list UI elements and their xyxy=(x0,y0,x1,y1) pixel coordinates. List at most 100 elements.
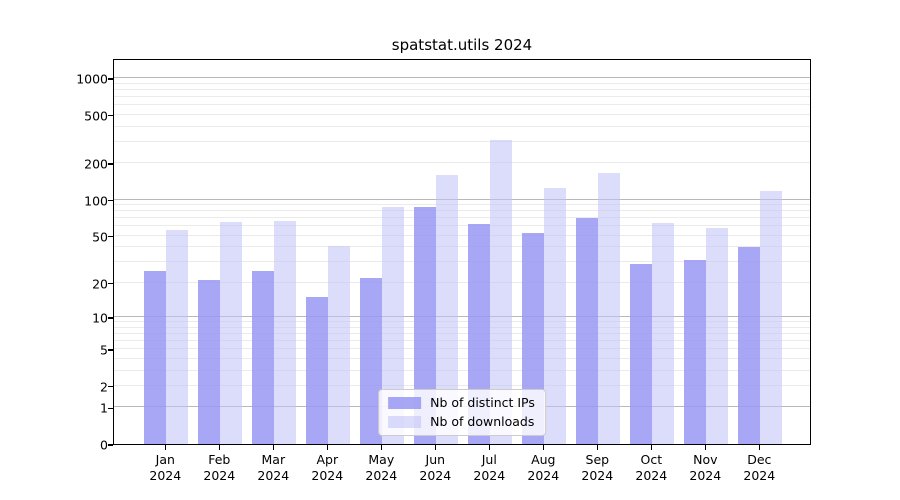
gridline-minor-6 xyxy=(114,339,810,341)
x-tick-mark-nov xyxy=(704,445,706,450)
gridline-minor-700 xyxy=(114,95,810,97)
x-tick-mark-may xyxy=(380,445,382,450)
bar-distinct-ips-jan xyxy=(144,271,167,444)
y-tick-mark-5 xyxy=(108,349,113,351)
gridline-minor-40 xyxy=(114,246,810,248)
bar-downloads-jul xyxy=(490,140,513,444)
x-tick-label-dec: Dec 2024 xyxy=(743,452,776,483)
bar-downloads-may xyxy=(382,206,405,444)
x-tick-mark-jan xyxy=(164,445,166,450)
bar-downloads-dec xyxy=(760,191,783,444)
bar-distinct-ips-jul xyxy=(468,223,491,444)
gridline-minor-500 xyxy=(114,113,810,115)
gridline-minor-7 xyxy=(114,332,810,334)
bar-downloads-apr xyxy=(328,246,351,444)
x-tick-label-aug: Aug 2024 xyxy=(527,452,560,483)
bar-distinct-ips-mar xyxy=(252,271,275,444)
bar-distinct-ips-feb xyxy=(198,280,221,444)
legend-swatch-downloads xyxy=(388,415,422,428)
gridline-minor-300 xyxy=(114,140,810,142)
y-tick-mark-500 xyxy=(108,115,113,117)
y-tick-mark-1000 xyxy=(108,78,113,80)
x-tick-mark-dec xyxy=(758,445,760,450)
gridline-minor-2 xyxy=(114,384,810,386)
y-tick-mark-100 xyxy=(108,199,113,202)
y-tick-label-5: 5 xyxy=(100,342,108,358)
legend-swatch-distinct-ips xyxy=(388,396,422,409)
x-tick-label-sep: Sep 2024 xyxy=(581,452,614,483)
bar-downloads-jan xyxy=(166,229,189,444)
gridline-minor-60 xyxy=(114,225,810,227)
y-tick-label-100: 100 xyxy=(84,193,108,209)
gridline-minor-4 xyxy=(114,357,810,359)
y-tick-mark-2 xyxy=(108,386,113,388)
bar-downloads-aug xyxy=(544,187,567,444)
gridline-minor-5 xyxy=(114,348,810,350)
x-tick-mark-mar xyxy=(272,445,274,450)
x-tick-mark-jul xyxy=(488,445,490,450)
x-tick-label-jun: Jun 2024 xyxy=(419,452,452,483)
x-tick-mark-aug xyxy=(542,445,544,450)
bar-distinct-ips-may xyxy=(360,277,383,444)
x-tick-label-may: May 2024 xyxy=(365,452,398,483)
bar-downloads-mar xyxy=(274,220,297,444)
y-tick-mark-20 xyxy=(108,283,113,285)
legend: Nb of distinct IPs Nb of downloads xyxy=(378,389,546,436)
y-tick-label-200: 200 xyxy=(84,156,108,172)
bar-distinct-ips-apr xyxy=(306,297,329,444)
gridline-minor-600 xyxy=(114,104,810,106)
x-tick-mark-oct xyxy=(650,445,652,450)
bar-downloads-sep xyxy=(598,173,621,444)
y-tick-mark-0 xyxy=(108,444,113,446)
gridline-major-10 xyxy=(114,315,810,317)
gridline-minor-90 xyxy=(114,204,810,206)
gridline-minor-900 xyxy=(114,82,810,84)
bar-distinct-ips-sep xyxy=(576,218,599,444)
x-tick-mark-apr xyxy=(326,445,328,450)
gridline-minor-200 xyxy=(114,162,810,164)
bar-downloads-nov xyxy=(706,228,729,444)
gridline-major-1000 xyxy=(114,77,810,79)
y-tick-label-500: 500 xyxy=(84,108,108,124)
bar-distinct-ips-jun xyxy=(414,206,437,444)
x-tick-label-jan: Jan 2024 xyxy=(149,452,182,483)
y-tick-mark-1 xyxy=(108,407,113,409)
bar-downloads-jun xyxy=(436,174,459,444)
x-tick-mark-feb xyxy=(218,445,220,450)
bar-downloads-oct xyxy=(652,222,675,444)
legend-item-distinct-ips: Nb of distinct IPs xyxy=(388,395,535,410)
gridline-minor-80 xyxy=(114,210,810,212)
chart-title: spatstat.utils 2024 xyxy=(391,36,533,54)
x-tick-mark-sep xyxy=(596,445,598,450)
y-tick-mark-10 xyxy=(108,317,113,319)
legend-item-downloads: Nb of downloads xyxy=(388,414,535,429)
x-tick-label-nov: Nov 2024 xyxy=(689,452,722,483)
gridline-minor-400 xyxy=(114,125,810,127)
x-tick-mark-jun xyxy=(434,445,436,450)
y-tick-label-1: 1 xyxy=(100,400,108,416)
y-tick-label-2: 2 xyxy=(100,379,108,395)
x-tick-label-apr: Apr 2024 xyxy=(311,452,344,483)
bar-distinct-ips-oct xyxy=(630,263,653,444)
y-tick-label-1000: 1000 xyxy=(76,71,108,87)
y-tick-mark-200 xyxy=(108,163,113,165)
gridline-minor-9 xyxy=(114,321,810,323)
gridline-minor-800 xyxy=(114,88,810,90)
plot-area: Nb of distinct IPs Nb of downloads xyxy=(113,59,811,445)
x-tick-label-oct: Oct 2024 xyxy=(635,452,668,483)
y-tick-label-0: 0 xyxy=(100,437,108,453)
y-tick-label-10: 10 xyxy=(92,310,108,326)
legend-label-distinct-ips: Nb of distinct IPs xyxy=(430,395,535,410)
x-tick-label-mar: Mar 2024 xyxy=(257,452,290,483)
y-tick-mark-50 xyxy=(108,236,113,238)
bar-downloads-feb xyxy=(220,222,243,444)
bar-distinct-ips-nov xyxy=(684,260,707,444)
gridline-major-100 xyxy=(114,198,810,200)
gridline-minor-30 xyxy=(114,261,810,263)
gridline-minor-8 xyxy=(114,326,810,328)
bar-distinct-ips-dec xyxy=(738,247,761,444)
y-tick-label-50: 50 xyxy=(92,229,108,245)
x-tick-label-feb: Feb 2024 xyxy=(203,452,236,483)
gridline-minor-50 xyxy=(114,234,810,236)
